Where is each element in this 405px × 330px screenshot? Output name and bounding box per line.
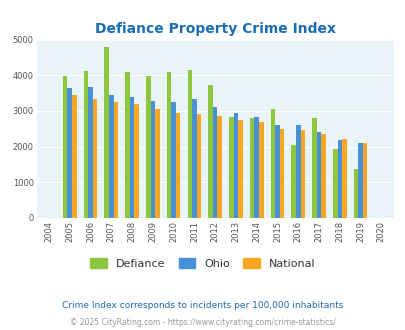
Bar [249,118,254,218]
Bar [93,99,97,218]
Bar [192,99,196,218]
Bar [320,134,325,218]
Bar [175,113,180,218]
Bar [130,97,134,218]
Bar [63,76,67,218]
Bar [358,143,362,218]
Bar [275,125,279,218]
Bar [291,145,295,218]
Bar [109,95,113,218]
Text: © 2025 CityRating.com - https://www.cityrating.com/crime-statistics/: © 2025 CityRating.com - https://www.city… [70,318,335,327]
Bar [187,70,192,218]
Bar [332,149,337,218]
Title: Defiance Property Crime Index: Defiance Property Crime Index [94,22,335,36]
Bar [341,139,346,218]
Bar [217,115,222,218]
Bar [233,113,238,218]
Bar [67,88,72,218]
Bar [270,110,275,218]
Bar [300,130,305,218]
Legend: Defiance, Ohio, National: Defiance, Ohio, National [86,254,319,273]
Bar [88,87,93,218]
Bar [150,101,155,218]
Bar [83,71,88,218]
Bar [337,140,341,218]
Text: Crime Index corresponds to incidents per 100,000 inhabitants: Crime Index corresponds to incidents per… [62,301,343,310]
Bar [113,102,118,218]
Bar [134,104,139,218]
Bar [258,121,263,218]
Bar [104,47,109,218]
Bar [212,107,217,218]
Bar [125,72,130,218]
Bar [166,72,171,218]
Bar [353,169,358,218]
Bar [171,102,175,218]
Bar [279,129,283,218]
Bar [295,125,300,218]
Bar [146,76,150,218]
Bar [362,143,367,218]
Bar [155,109,159,218]
Bar [228,116,233,218]
Bar [208,85,212,218]
Bar [311,118,316,218]
Bar [72,95,77,218]
Bar [238,120,242,218]
Bar [254,117,258,218]
Bar [196,114,201,218]
Bar [316,132,320,218]
